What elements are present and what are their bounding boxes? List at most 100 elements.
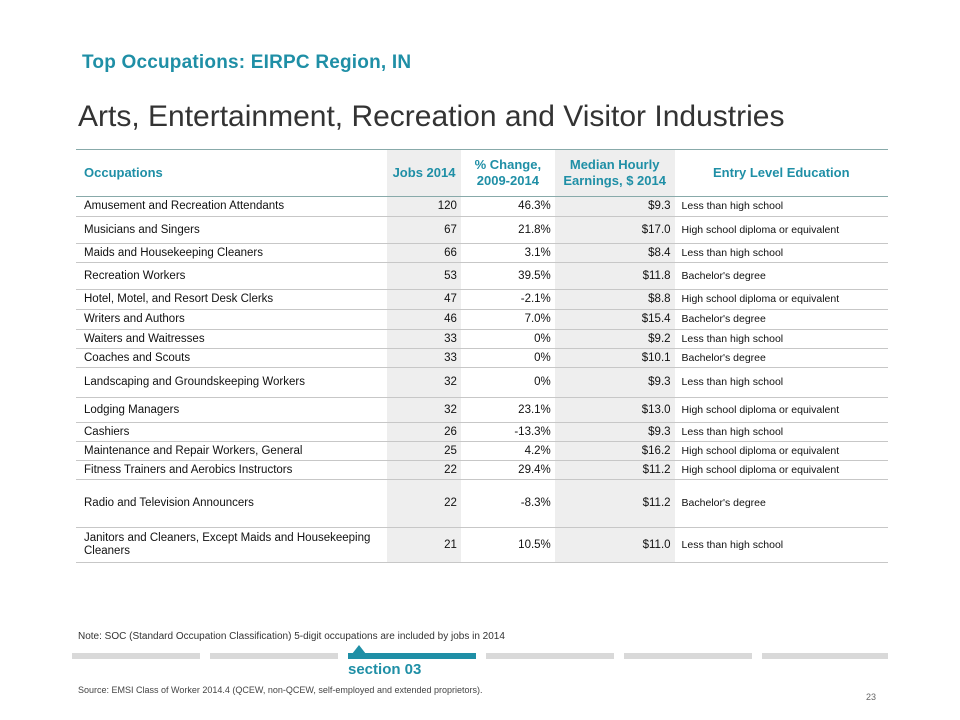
slide-kicker: Top Occupations: EIRPC Region, IN	[82, 52, 412, 73]
cell-occupation: Radio and Television Announcers	[76, 479, 388, 528]
header-change-line1: % Change,	[474, 157, 542, 172]
cell-earnings: $9.3	[554, 422, 675, 442]
cell-change: 3.1%	[460, 243, 555, 263]
table-row: Fitness Trainers and Aerobics Instructor…	[76, 460, 888, 480]
table-row: Cashiers 26 -13.3% $9.3 Less than high schoo…	[76, 422, 888, 442]
table-row: Waiters and Waitresses 33 0% $9.2 Less than …	[76, 329, 888, 349]
cell-occupation: Maids and Housekeeping Cleaners	[76, 243, 388, 263]
cell-jobs: 22	[387, 479, 461, 528]
cell-jobs: 120	[387, 196, 461, 217]
cell-education: High school diploma or equivalent	[674, 441, 888, 461]
cell-change: -8.3%	[460, 479, 555, 528]
cell-change: 39.5%	[460, 262, 555, 290]
cell-change: 0%	[460, 348, 555, 368]
cell-earnings: $15.4	[554, 309, 675, 330]
cell-change: -2.1%	[460, 289, 555, 310]
cell-occupation: Waiters and Waitresses	[76, 329, 388, 349]
cell-education: Bachelor's degree	[674, 262, 888, 290]
cell-jobs: 25	[387, 441, 461, 461]
table-row: Janitors and Cleaners, Except Maids and …	[76, 527, 888, 563]
nav-segment[interactable]	[72, 653, 200, 659]
cell-earnings: $10.1	[554, 348, 675, 368]
cell-occupation: Musicians and Singers	[76, 216, 388, 244]
table-row: Lodging Managers 32 23.1% $13.0 High school …	[76, 397, 888, 423]
cell-earnings: $9.3	[554, 367, 675, 398]
cell-education: Less than high school	[674, 243, 888, 263]
nav-segment[interactable]	[762, 653, 888, 659]
table-row: Recreation Workers 53 39.5% $11.8 Bachelor's…	[76, 262, 888, 290]
cell-education: Less than high school	[674, 196, 888, 217]
section-nav	[72, 653, 888, 659]
nav-segment[interactable]	[210, 653, 338, 659]
nav-pointer-icon	[352, 645, 366, 654]
nav-segment-active[interactable]	[348, 653, 476, 659]
cell-education: High school diploma or equivalent	[674, 397, 888, 423]
cell-occupation: Hotel, Motel, and Resort Desk Clerks	[76, 289, 388, 310]
table-row: Maintenance and Repair Workers, General 2…	[76, 441, 888, 461]
cell-earnings: $11.8	[554, 262, 675, 290]
cell-earnings: $11.2	[554, 460, 675, 480]
header-earnings: Median Hourly Earnings, $ 2014	[554, 149, 675, 197]
table-body: Amusement and Recreation Attendants 120 46…	[76, 196, 888, 563]
cell-jobs: 32	[387, 367, 461, 398]
cell-education: High school diploma or equivalent	[674, 289, 888, 310]
table-row: Hotel, Motel, and Resort Desk Clerks 47 -2…	[76, 289, 888, 310]
cell-change: 29.4%	[460, 460, 555, 480]
cell-occupation: Recreation Workers	[76, 262, 388, 290]
cell-jobs: 33	[387, 348, 461, 368]
cell-education: High school diploma or equivalent	[674, 216, 888, 244]
cell-change: 21.8%	[460, 216, 555, 244]
table-row: Radio and Television Announcers 22 -8.3% $1…	[76, 479, 888, 528]
cell-education: Less than high school	[674, 527, 888, 563]
table-row: Writers and Authors 46 7.0% $15.4 Bachelor's…	[76, 309, 888, 330]
nav-segment[interactable]	[624, 653, 752, 659]
cell-occupation: Janitors and Cleaners, Except Maids and …	[76, 527, 388, 563]
cell-jobs: 22	[387, 460, 461, 480]
cell-change: 0%	[460, 367, 555, 398]
cell-change: 7.0%	[460, 309, 555, 330]
cell-change: 10.5%	[460, 527, 555, 563]
cell-education: Bachelor's degree	[674, 348, 888, 368]
header-education: Entry Level Education	[674, 149, 888, 197]
cell-jobs: 26	[387, 422, 461, 442]
occupations-table: Occupations Jobs 2014 % Change, 2009-201…	[76, 149, 888, 563]
cell-earnings: $8.4	[554, 243, 675, 263]
cell-change: 23.1%	[460, 397, 555, 423]
header-earnings-line1: Median Hourly	[569, 157, 660, 172]
header-change-line2: 2009-2014	[476, 173, 539, 188]
cell-jobs: 66	[387, 243, 461, 263]
cell-change: -13.3%	[460, 422, 555, 442]
cell-change: 0%	[460, 329, 555, 349]
source-citation: Source: EMSI Class of Worker 2014.4 (QCE…	[78, 685, 483, 695]
cell-occupation: Coaches and Scouts	[76, 348, 388, 368]
cell-occupation: Maintenance and Repair Workers, General	[76, 441, 388, 461]
header-jobs: Jobs 2014	[387, 149, 461, 197]
cell-occupation: Writers and Authors	[76, 309, 388, 330]
cell-education: Less than high school	[674, 367, 888, 398]
page-number: 23	[866, 692, 877, 702]
section-label: section 03	[348, 661, 422, 678]
cell-change: 46.3%	[460, 196, 555, 217]
cell-earnings: $16.2	[554, 441, 675, 461]
cell-occupation: Lodging Managers	[76, 397, 388, 423]
cell-jobs: 32	[387, 397, 461, 423]
cell-occupation: Amusement and Recreation Attendants	[76, 196, 388, 217]
cell-earnings: $8.8	[554, 289, 675, 310]
cell-education: High school diploma or equivalent	[674, 460, 888, 480]
cell-jobs: 21	[387, 527, 461, 563]
cell-occupation: Fitness Trainers and Aerobics Instructor…	[76, 460, 388, 480]
cell-jobs: 46	[387, 309, 461, 330]
cell-education: Bachelor's degree	[674, 309, 888, 330]
cell-earnings: $17.0	[554, 216, 675, 244]
cell-change: 4.2%	[460, 441, 555, 461]
header-earnings-line2: Earnings, $ 2014	[563, 173, 666, 188]
cell-jobs: 33	[387, 329, 461, 349]
cell-jobs: 67	[387, 216, 461, 244]
cell-jobs: 47	[387, 289, 461, 310]
cell-earnings: $13.0	[554, 397, 675, 423]
slide-title: Arts, Entertainment, Recreation and Visi…	[78, 100, 785, 133]
table-row: Coaches and Scouts 33 0% $10.1 Bachelor's de…	[76, 348, 888, 368]
nav-segment[interactable]	[486, 653, 614, 659]
cell-occupation: Cashiers	[76, 422, 388, 442]
cell-education: Less than high school	[674, 329, 888, 349]
